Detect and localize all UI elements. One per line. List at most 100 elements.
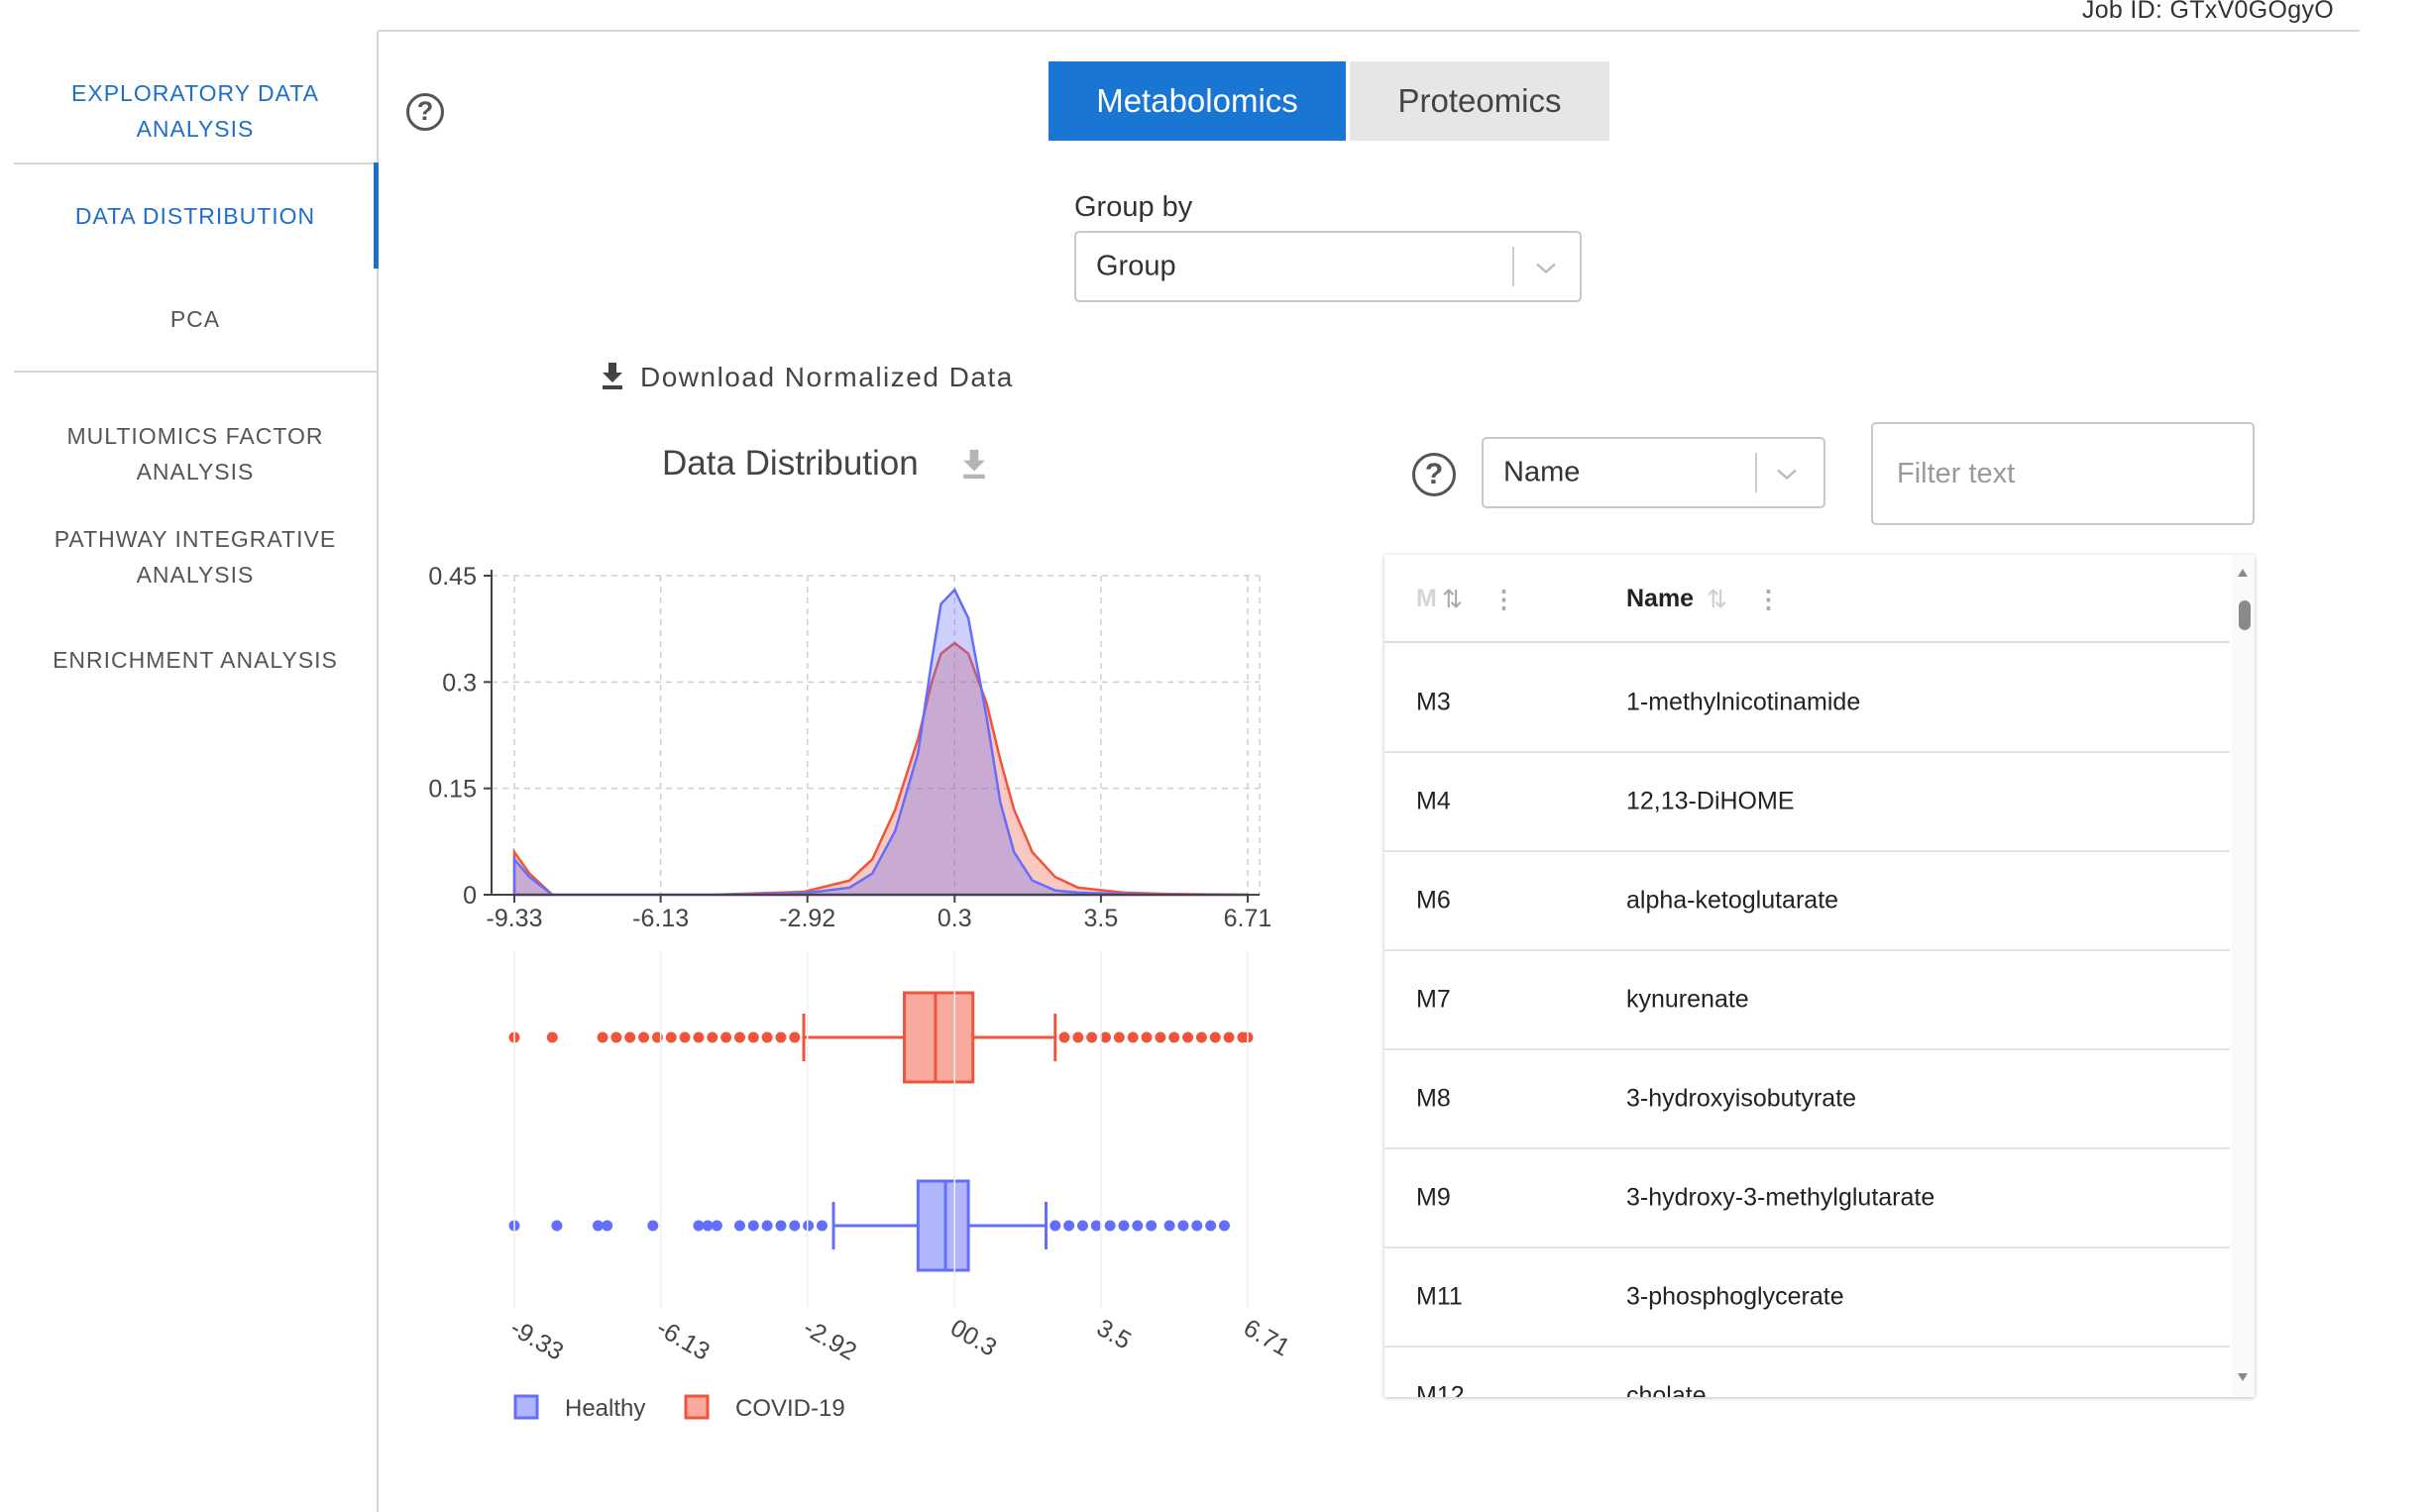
outlier-point	[711, 1220, 722, 1232]
sidebar-border	[377, 32, 379, 1512]
filter-text-input[interactable]	[1871, 422, 2255, 525]
outlier-point	[1063, 1220, 1075, 1232]
cell-name: kynurenate	[1626, 985, 1749, 1014]
outlier-point	[1118, 1220, 1130, 1232]
table-row[interactable]: M9 3-hydroxy-3-methylglutarate	[1384, 1149, 2230, 1248]
sidebar-item-pathway-integrative-analysis[interactable]: PATHWAY INTEGRATIVE ANALYSIS	[14, 521, 377, 593]
chevron-down-icon	[1534, 251, 1558, 283]
outlier-point	[1182, 1031, 1194, 1043]
outlier-point	[1049, 1220, 1061, 1232]
outlier-point	[1177, 1220, 1189, 1232]
outlier-point	[789, 1220, 801, 1232]
outlier-point	[747, 1220, 759, 1232]
outlier-point	[789, 1031, 801, 1043]
sidebar-item-enrichment-analysis[interactable]: ENRICHMENT ANALYSIS	[14, 642, 377, 678]
x-tick-label: 0.3	[938, 905, 972, 932]
x-tick-label: 3.5	[1084, 905, 1119, 932]
outlier-point	[775, 1031, 787, 1043]
sort-icon[interactable]: ⇅	[1707, 586, 1727, 613]
chart-title: Data Distribution	[662, 444, 919, 483]
sidebar-item-pca[interactable]: PCA	[14, 301, 377, 337]
group-by-select[interactable]: Group	[1074, 231, 1582, 302]
scrollbar[interactable]	[2232, 555, 2255, 1397]
column-header-id[interactable]: M	[1416, 585, 1437, 612]
table-row[interactable]: M11 3-phosphoglycerate	[1384, 1248, 2230, 1348]
legend-item: COVID-19	[735, 1395, 845, 1422]
sidebar-item-label: MULTIOMICS FACTOR	[66, 423, 324, 449]
x-tick-label: 3.5	[1092, 1314, 1136, 1355]
outlier-point	[707, 1031, 718, 1043]
x-tick-label: -2.92	[779, 905, 835, 932]
column-menu-icon[interactable]: ⋮	[1491, 586, 1516, 613]
cell-name: 3-hydroxyisobutyrate	[1626, 1084, 1857, 1113]
outlier-point	[665, 1031, 677, 1043]
question-circle-icon[interactable]: ?	[406, 93, 444, 131]
table-row[interactable]: M8 3-hydroxyisobutyrate	[1384, 1050, 2230, 1149]
download-label: Download Normalized Data	[640, 362, 1014, 392]
outlier-point	[597, 1031, 608, 1043]
column-menu-icon[interactable]: ⋮	[1756, 586, 1781, 613]
sidebar-item-label: PATHWAY INTEGRATIVE	[54, 526, 337, 552]
sidebar-item-data-distribution[interactable]: DATA DISTRIBUTION	[14, 198, 377, 234]
outlier-point	[1163, 1220, 1175, 1232]
outlier-point	[1100, 1031, 1112, 1043]
group-by-value: Group	[1096, 250, 1176, 282]
download-normalized-data-link[interactable]: Download Normalized Data	[601, 362, 1014, 393]
table-row[interactable]: M4 12,13-DiHOME	[1384, 753, 2230, 852]
outlier-point	[775, 1220, 787, 1232]
outlier-point	[610, 1031, 622, 1043]
outlier-point	[638, 1031, 650, 1043]
tab-proteomics[interactable]: Proteomics	[1350, 61, 1609, 141]
outlier-point	[1072, 1031, 1084, 1043]
box-healthy	[916, 1179, 970, 1272]
sidebar-divider	[14, 162, 377, 164]
outlier-point	[1141, 1031, 1153, 1043]
table-row[interactable]: M12 cholate	[1384, 1348, 2230, 1398]
outlier-point	[693, 1031, 705, 1043]
outlier-point	[1058, 1031, 1070, 1043]
tab-metabolomics[interactable]: Metabolomics	[1049, 61, 1346, 141]
legend-swatch	[513, 1394, 539, 1420]
cell-name: alpha-ketoglutarate	[1626, 886, 1839, 915]
outlier-point	[733, 1220, 745, 1232]
outlier-point	[693, 1220, 705, 1232]
outlier-point	[1168, 1031, 1180, 1043]
outlier-point	[1146, 1220, 1158, 1232]
column-select[interactable]: Name	[1482, 437, 1825, 508]
outlier-point	[761, 1031, 773, 1043]
outlier-point	[1195, 1031, 1207, 1043]
sort-icon[interactable]: ⇅	[1442, 586, 1463, 613]
cell-name: 3-hydroxy-3-methylglutarate	[1626, 1183, 1935, 1212]
x-tick-label: -6.13	[632, 905, 689, 932]
sidebar-item-label: ENRICHMENT ANALYSIS	[53, 647, 338, 673]
scrollbar-thumb[interactable]	[2239, 600, 2251, 630]
cell-id: M6	[1416, 886, 1451, 915]
sidebar-item-label: ANALYSIS	[136, 459, 255, 485]
x-tick-label: -6.13	[652, 1314, 715, 1366]
download-icon[interactable]	[961, 448, 987, 486]
table-row[interactable]: M3 1-methylnicotinamide	[1384, 654, 2230, 753]
job-id: Job ID: GTxV0GOgyO	[2081, 0, 2334, 24]
sidebar-item-label: EXPLORATORY DATA	[71, 80, 319, 106]
chevron-down-icon	[1775, 457, 1799, 489]
column-header-name[interactable]: Name	[1626, 585, 1695, 612]
sidebar-item-label: ANALYSIS	[136, 562, 255, 588]
sidebar-divider	[14, 371, 377, 373]
cell-name: cholate	[1626, 1381, 1707, 1398]
table-row[interactable]: M7 kynurenate	[1384, 951, 2230, 1050]
question-circle-icon[interactable]: ?	[1412, 453, 1456, 496]
y-tick-label: 0.15	[428, 776, 477, 804]
sidebar-item-multiomics-factor-analysis[interactable]: MULTIOMICS FACTOR ANALYSIS	[14, 418, 377, 489]
y-tick-label: 0	[463, 882, 477, 910]
table-row[interactable]: M6 alpha-ketoglutarate	[1384, 852, 2230, 951]
y-tick-label: 0.45	[428, 563, 477, 591]
outlier-point	[1127, 1031, 1139, 1043]
sidebar-active-indicator	[374, 162, 379, 269]
outlier-point	[624, 1031, 636, 1043]
cell-id: M9	[1416, 1183, 1451, 1212]
sidebar-item-exploratory-data-analysis[interactable]: EXPLORATORY DATA ANALYSIS	[14, 75, 377, 147]
outlier-point	[592, 1220, 604, 1232]
outlier-point	[679, 1031, 691, 1043]
outlier-point	[1191, 1220, 1203, 1232]
y-tick-label: 0.3	[442, 669, 477, 697]
